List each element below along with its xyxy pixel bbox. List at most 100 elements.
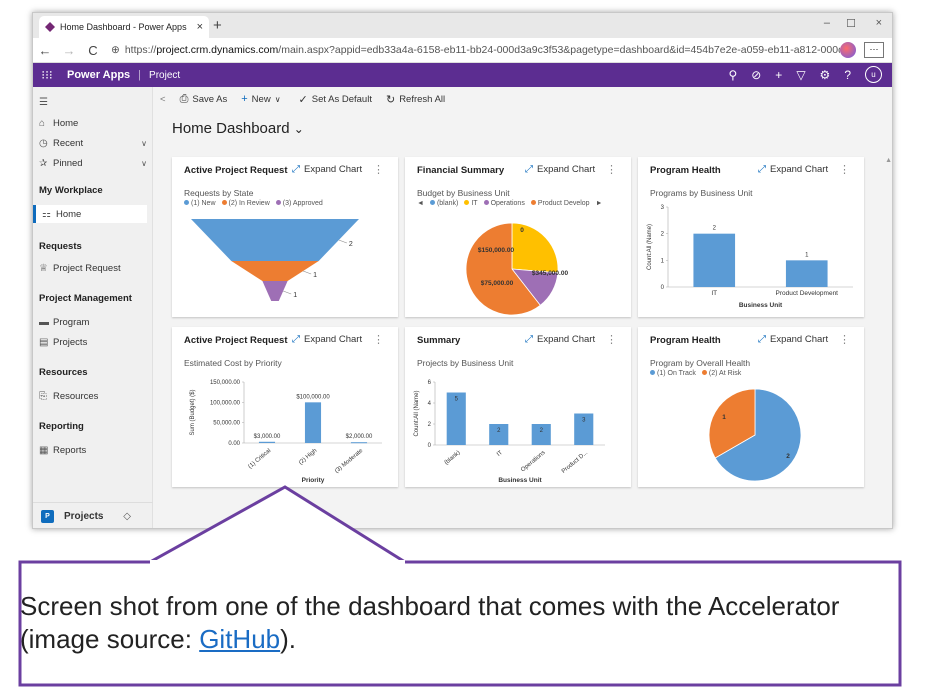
sidebar-item-recent[interactable]: ◷ Recent ∨	[39, 134, 153, 152]
area-chevron-icon: ◇	[123, 511, 131, 522]
pie-slice[interactable]	[511, 222, 559, 274]
expand-chart-button[interactable]: ⤢ Expand Chart	[525, 334, 595, 345]
forward-button[interactable]: →	[62, 42, 76, 58]
sidebar-item-projects[interactable]: ▤ Projects	[39, 333, 153, 351]
search-icon[interactable]: ⚲	[728, 67, 738, 82]
expand-chart-button[interactable]: ⤢ Expand Chart	[758, 334, 828, 345]
user-avatar[interactable]: u	[865, 66, 882, 83]
new-tab-button[interactable]: +	[213, 17, 222, 34]
chevron-down-icon: ∨	[274, 94, 281, 104]
x-tick-label: (blank)	[444, 450, 462, 466]
bar[interactable]	[446, 392, 466, 446]
legend-item[interactable]: (1) New	[184, 200, 216, 207]
app-header: ⁝⁝⁝ Power Apps | Project ⚲ ⊘ + ▽ ⚙ ? u	[33, 63, 892, 87]
new-button[interactable]: + New ∨	[241, 93, 284, 105]
task-icon[interactable]: ⊘	[751, 67, 762, 82]
app-name[interactable]: Power Apps	[67, 69, 131, 81]
filter-icon[interactable]: ▽	[796, 67, 806, 82]
legend-item[interactable]: Product Develop	[530, 200, 590, 207]
pie-slice[interactable]	[465, 222, 541, 316]
funnel-leader-line[interactable]	[338, 239, 347, 244]
caption-source-link[interactable]: GitHub	[199, 624, 281, 654]
funnel-segment[interactable]	[191, 219, 359, 261]
save-as-button[interactable]: ⎙ Save As	[180, 93, 228, 106]
sidebar-item-pinned[interactable]: ✰ Pinned ∨	[39, 154, 153, 172]
sidebar-item-project-request[interactable]: ♕ Project Request	[39, 259, 153, 277]
minimize-button[interactable]: –	[823, 17, 830, 29]
back-button[interactable]: ←	[38, 42, 52, 58]
funnel-leader-line[interactable]	[283, 290, 292, 295]
more-options-icon[interactable]: ⋮	[373, 164, 384, 176]
bar[interactable]	[489, 424, 509, 445]
refresh-all-button[interactable]: ↻ Refresh All	[386, 93, 445, 106]
pie-slice[interactable]	[714, 388, 802, 482]
chart-subtitle: Programs by Business Unit	[650, 188, 753, 198]
bar[interactable]	[350, 442, 368, 444]
app-separator: |	[138, 69, 142, 81]
sidebar-item-home[interactable]: ⌂ Home	[39, 114, 153, 132]
legend-item[interactable]: (1) On Track	[650, 370, 696, 377]
bar[interactable]	[693, 233, 736, 287]
funnel-segment[interactable]	[231, 261, 319, 281]
bar[interactable]	[304, 402, 322, 443]
legend-item[interactable]: (2) At Risk	[701, 370, 741, 377]
pie-data-label: 2	[786, 453, 790, 460]
legend-next-icon[interactable]: ►	[595, 200, 603, 207]
refresh-button[interactable]: C	[88, 42, 98, 58]
browser-tab[interactable]: Home Dashboard - Power Apps ×	[39, 16, 209, 38]
legend-item[interactable]: IT	[464, 200, 478, 207]
expand-chart-button[interactable]: ⤢ Expand Chart	[292, 164, 362, 175]
sidebar-item-reports[interactable]: ▦ Reports	[39, 441, 153, 459]
more-options-icon[interactable]: ⋮	[373, 334, 384, 346]
nav-back-button[interactable]: <	[160, 93, 166, 105]
legend-item[interactable]: (2) In Review	[221, 200, 270, 207]
bar-data-label: 2	[497, 428, 501, 434]
legend-item[interactable]: (blank)	[429, 200, 458, 207]
url-prefix: https://	[124, 44, 157, 56]
legend-item[interactable]: (3) Approved	[275, 200, 323, 207]
legend-prev-icon[interactable]: ◄	[417, 200, 424, 207]
url-field[interactable]: ⊕ https://project.crm.dynamics.com/main.…	[111, 44, 840, 56]
sidebar-item-resources[interactable]: ⎘ Resources	[39, 387, 153, 405]
more-options-icon[interactable]: ⋮	[606, 164, 617, 176]
sidebar-menu-toggle[interactable]: ☰	[39, 93, 153, 111]
more-options-icon[interactable]: ⋮	[606, 334, 617, 346]
expand-chart-button[interactable]: ⤢ Expand Chart	[758, 164, 828, 175]
more-options-icon[interactable]: ⋮	[839, 164, 850, 176]
expand-chart-button[interactable]: ⤢ Expand Chart	[292, 334, 362, 345]
sidebar-item-program[interactable]: ▬ Program	[39, 313, 153, 331]
projects-icon: ▤	[39, 336, 49, 348]
expand-chart-button[interactable]: ⤢ Expand Chart	[525, 164, 595, 175]
sidebar-group-resources: Resources	[39, 367, 88, 378]
more-options-icon[interactable]: ⋮	[839, 334, 850, 346]
sidebar-item-workplace-home[interactable]: ⚏ Home	[33, 205, 147, 223]
maximize-button[interactable]: ☐	[846, 18, 856, 30]
set-default-button[interactable]: ✓ Set As Default	[299, 93, 372, 106]
scroll-up-icon[interactable]: ▲	[885, 157, 892, 164]
window-close-button[interactable]: ×	[875, 17, 882, 29]
sidebar-item-label: Home	[53, 117, 79, 129]
sidebar-group-workplace: My Workplace	[39, 185, 103, 196]
pie-slice[interactable]	[708, 388, 756, 459]
page-title[interactable]: Home Dashboard ⌄	[172, 120, 304, 137]
pin-icon: ✰	[39, 157, 48, 169]
close-tab-icon[interactable]: ×	[196, 21, 203, 33]
add-icon[interactable]: +	[775, 67, 783, 82]
bar[interactable]	[574, 413, 594, 446]
gear-icon[interactable]: ⚙	[819, 67, 831, 82]
bar-data-label: $100,000.00	[296, 394, 330, 400]
bar[interactable]	[785, 260, 828, 287]
help-icon[interactable]: ?	[844, 67, 851, 82]
browser-menu-button[interactable]: ···	[864, 42, 884, 58]
bar[interactable]	[258, 441, 276, 443]
funnel-segment[interactable]	[262, 281, 288, 301]
area-switcher[interactable]: P Projects ◇	[33, 502, 153, 528]
funnel-leader-line[interactable]	[303, 270, 312, 275]
chevron-down-icon: ∨	[141, 158, 147, 168]
bar[interactable]	[531, 424, 551, 445]
x-axis-label: Business Unit	[739, 302, 783, 309]
refresh-all-label: Refresh All	[399, 93, 446, 105]
profile-icon[interactable]	[840, 42, 856, 58]
legend-item[interactable]: Operations	[483, 200, 525, 207]
waffle-icon[interactable]: ⁝⁝⁝	[41, 68, 53, 82]
